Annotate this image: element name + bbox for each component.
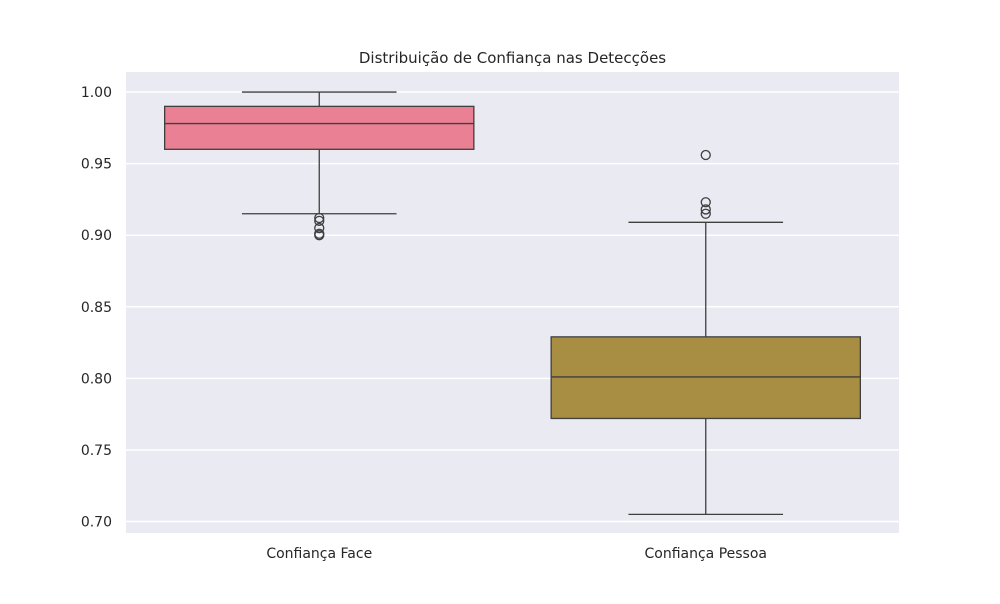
y-tick-label: 0.90 [81, 228, 112, 244]
x-axis-ticks: Confiança Face Confiança Pessoa [266, 546, 767, 562]
x-tick-label: Confiança Face [266, 546, 372, 562]
x-tick-label: Confiança Pessoa [645, 546, 768, 562]
grid-lines [126, 91, 899, 523]
outlier-point [314, 222, 325, 234]
y-tick-label: 0.85 [81, 300, 112, 316]
outlier-point [700, 208, 711, 219]
y-axis-ticks: 0.70 0.75 0.80 0.85 0.90 0.95 1.00 [81, 85, 112, 531]
box-iqr [163, 105, 475, 150]
chart-title: Distribuição de Confiança nas Detecções [359, 49, 666, 67]
y-tick-label: 0.95 [81, 157, 112, 173]
y-tick-label: 0.75 [81, 443, 112, 459]
box-group [550, 149, 862, 516]
outlier-point [314, 212, 325, 224]
outlier-point [314, 230, 325, 241]
box-group [163, 91, 475, 241]
y-tick-label: 0.70 [81, 515, 112, 531]
outlier-point [700, 149, 711, 161]
y-tick-label: 1.00 [81, 85, 112, 101]
box-iqr [550, 336, 862, 420]
outlier-point [700, 197, 711, 208]
outlier-point [700, 204, 711, 215]
y-tick-label: 0.80 [81, 371, 112, 387]
boxes [163, 91, 862, 516]
outlier-point [314, 215, 325, 227]
